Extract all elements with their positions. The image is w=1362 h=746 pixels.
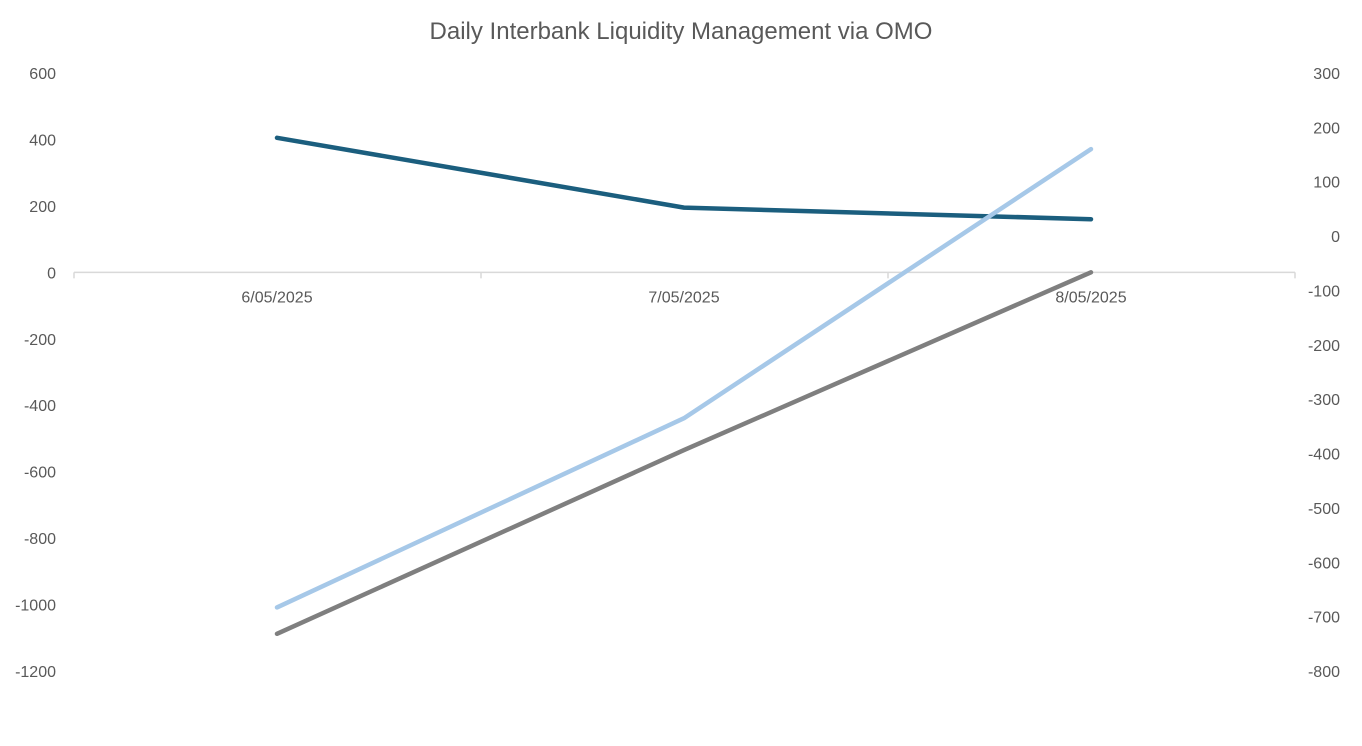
y-right-tick-label: 0 <box>1331 229 1340 246</box>
y-left-tick-label: 200 <box>29 199 56 216</box>
chart-title: Daily Interbank Liquidity Management via… <box>429 18 933 45</box>
y-left-tick-label: -600 <box>24 465 56 482</box>
series-line-2 <box>274 270 1094 637</box>
series-line-1 <box>274 135 1094 222</box>
y-left-tick-label: -1200 <box>15 664 56 681</box>
y-right-tick-label: -200 <box>1308 338 1340 355</box>
y-left-tick-label: -1000 <box>15 598 56 615</box>
y-right-tick-label: 100 <box>1313 175 1340 192</box>
y-right-tick-label: -400 <box>1308 447 1340 464</box>
y-left-tick-label: 600 <box>29 66 56 83</box>
y-right-tick-label: -500 <box>1308 501 1340 518</box>
y-left-tick-label: 0 <box>47 265 56 282</box>
y-right-tick-label: 200 <box>1313 120 1340 137</box>
x-category-label: 7/05/2025 <box>648 289 719 306</box>
y-left-tick-label: -400 <box>24 398 56 415</box>
y-right-tick-label: -300 <box>1308 392 1340 409</box>
y-right-tick-label: 300 <box>1313 66 1340 83</box>
y-left-tick-label: -800 <box>24 531 56 548</box>
y-right-tick-label: -700 <box>1308 610 1340 627</box>
series-layer <box>274 135 1094 637</box>
x-category-label: 8/05/2025 <box>1055 289 1126 306</box>
y-right-tick-label: -800 <box>1308 664 1340 681</box>
y-left-tick-label: 400 <box>29 132 56 149</box>
y-left-tick-label: -200 <box>24 332 56 349</box>
x-category-label: 6/05/2025 <box>241 289 312 306</box>
axis-layer: 6004002000-200-400-600-800-1000-12003002… <box>15 66 1340 681</box>
y-right-tick-label: -600 <box>1308 555 1340 572</box>
y-right-tick-label: -100 <box>1308 283 1340 300</box>
